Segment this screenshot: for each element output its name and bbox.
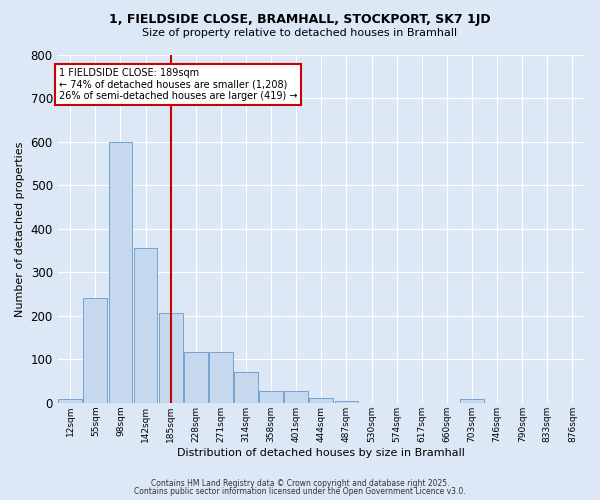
Bar <box>335 400 358 403</box>
Bar <box>209 352 233 403</box>
Bar <box>109 142 133 403</box>
Text: Contains public sector information licensed under the Open Government Licence v3: Contains public sector information licen… <box>134 487 466 496</box>
Y-axis label: Number of detached properties: Number of detached properties <box>15 141 25 316</box>
Bar <box>284 390 308 403</box>
Text: Size of property relative to detached houses in Bramhall: Size of property relative to detached ho… <box>142 28 458 38</box>
Bar <box>234 372 258 403</box>
Bar <box>58 400 82 403</box>
Bar <box>134 248 157 403</box>
Bar <box>83 298 107 403</box>
Text: 1 FIELDSIDE CLOSE: 189sqm
← 74% of detached houses are smaller (1,208)
26% of se: 1 FIELDSIDE CLOSE: 189sqm ← 74% of detac… <box>59 68 298 101</box>
Text: 1, FIELDSIDE CLOSE, BRAMHALL, STOCKPORT, SK7 1JD: 1, FIELDSIDE CLOSE, BRAMHALL, STOCKPORT,… <box>109 12 491 26</box>
Bar <box>460 400 484 403</box>
Bar <box>259 390 283 403</box>
Bar <box>159 313 182 403</box>
X-axis label: Distribution of detached houses by size in Bramhall: Distribution of detached houses by size … <box>178 448 465 458</box>
Bar <box>184 352 208 403</box>
Bar <box>310 398 333 403</box>
Text: Contains HM Land Registry data © Crown copyright and database right 2025.: Contains HM Land Registry data © Crown c… <box>151 478 449 488</box>
